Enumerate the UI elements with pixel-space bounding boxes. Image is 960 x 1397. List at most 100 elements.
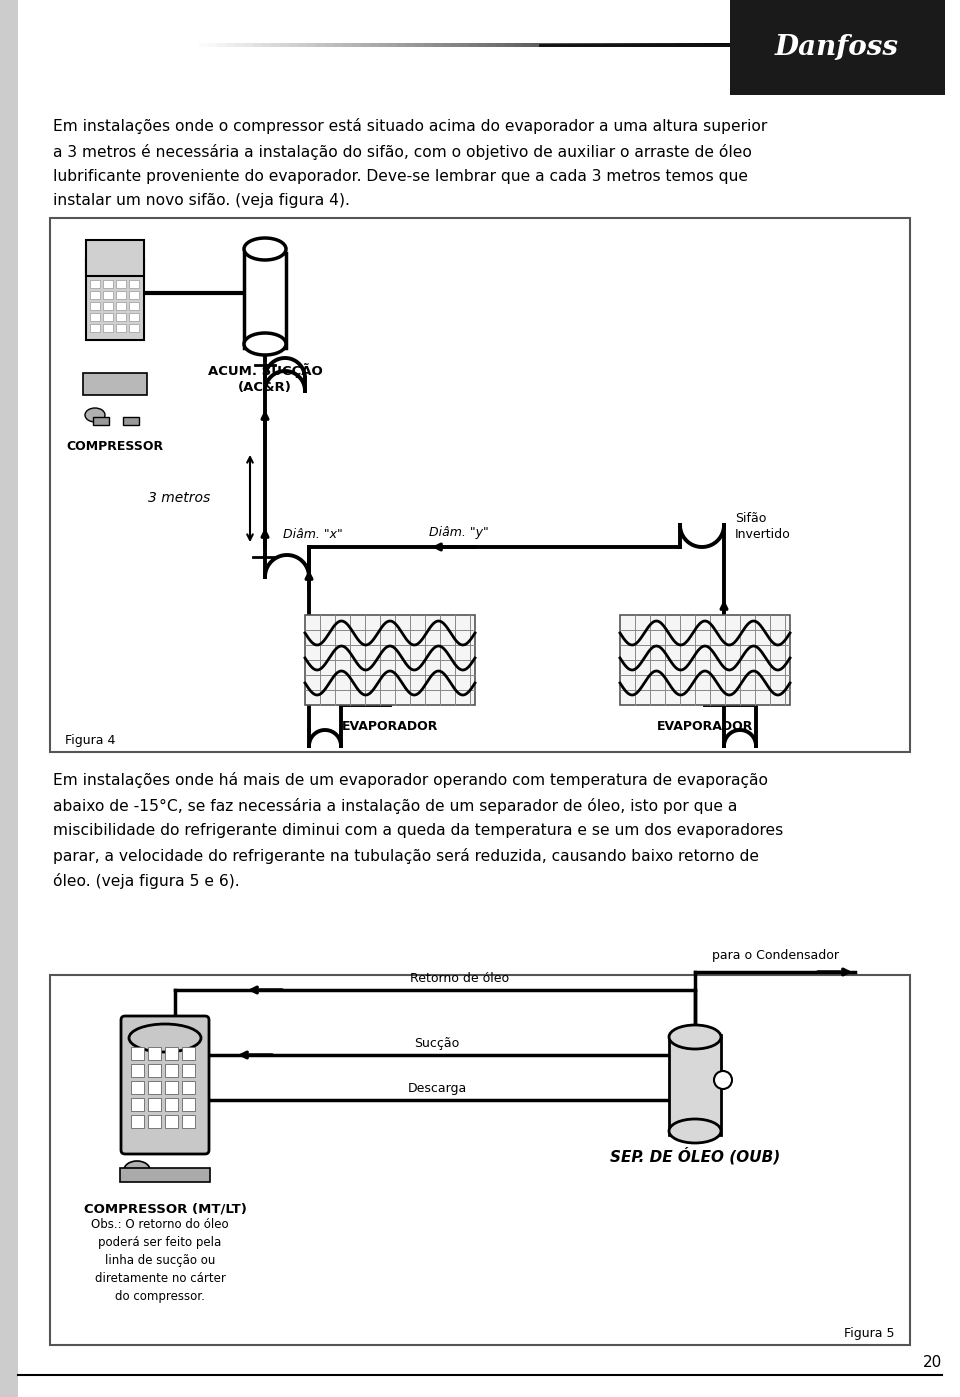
Bar <box>90 313 100 321</box>
Bar <box>165 1065 178 1077</box>
Bar <box>280 43 289 47</box>
Bar <box>148 1098 161 1111</box>
Text: ACUM. SUCÇÃO
(AC&R): ACUM. SUCÇÃO (AC&R) <box>207 363 323 394</box>
Bar <box>90 324 100 332</box>
Text: 3 metros: 3 metros <box>148 490 210 504</box>
Bar <box>460 43 469 47</box>
Bar <box>148 1065 161 1077</box>
Bar <box>148 1046 161 1060</box>
Ellipse shape <box>244 237 286 260</box>
Bar <box>148 1081 161 1094</box>
Bar <box>129 324 139 332</box>
Bar <box>235 43 244 47</box>
Bar <box>129 313 139 321</box>
Bar <box>131 1065 144 1077</box>
Ellipse shape <box>129 1024 201 1052</box>
Ellipse shape <box>669 1119 721 1143</box>
Bar <box>343 43 352 47</box>
Bar <box>442 43 451 47</box>
Ellipse shape <box>124 1161 150 1179</box>
Bar <box>103 279 113 288</box>
Bar <box>165 1098 178 1111</box>
Ellipse shape <box>669 1025 721 1049</box>
Bar <box>703 43 712 47</box>
Bar <box>532 43 541 47</box>
Bar <box>103 313 113 321</box>
Bar <box>669 1035 721 1134</box>
Bar <box>730 0 945 95</box>
Bar <box>568 43 577 47</box>
Bar <box>640 43 649 47</box>
Bar <box>604 43 613 47</box>
Bar <box>406 43 415 47</box>
Bar <box>523 43 532 47</box>
Text: para o Condensador: para o Condensador <box>711 949 838 963</box>
Bar <box>505 43 514 47</box>
Bar <box>103 302 113 310</box>
Text: Descarga: Descarga <box>407 1083 467 1095</box>
Bar <box>478 43 487 47</box>
Bar <box>217 43 226 47</box>
Bar <box>226 43 235 47</box>
Bar <box>129 279 139 288</box>
Bar <box>721 43 730 47</box>
Bar <box>487 43 496 47</box>
Circle shape <box>714 1071 732 1090</box>
Bar <box>190 43 199 47</box>
Bar <box>307 43 316 47</box>
Bar <box>253 43 262 47</box>
Bar <box>559 43 568 47</box>
Text: Sifão
Invertido: Sifão Invertido <box>735 511 791 541</box>
Bar <box>182 1098 195 1111</box>
Bar <box>685 43 694 47</box>
Bar <box>496 43 505 47</box>
Bar <box>262 43 271 47</box>
Bar <box>86 260 144 339</box>
Bar <box>352 43 361 47</box>
Bar <box>361 43 370 47</box>
Bar <box>658 43 667 47</box>
Bar <box>148 1115 161 1127</box>
Bar <box>116 302 126 310</box>
Text: COMPRESSOR (MT/LT): COMPRESSOR (MT/LT) <box>84 1201 247 1215</box>
Ellipse shape <box>244 332 286 355</box>
Bar <box>712 43 721 47</box>
Bar <box>103 324 113 332</box>
Text: Figura 4: Figura 4 <box>65 733 115 747</box>
Text: Diâm. "x": Diâm. "x" <box>283 528 343 542</box>
Bar <box>298 43 307 47</box>
Bar <box>131 1046 144 1060</box>
Bar <box>550 43 559 47</box>
Bar <box>305 615 475 705</box>
Bar <box>469 43 478 47</box>
Bar <box>131 1098 144 1111</box>
Text: Diâm. "y": Diâm. "y" <box>429 527 489 539</box>
Bar <box>397 43 406 47</box>
Bar <box>622 43 631 47</box>
Bar <box>123 416 139 425</box>
Bar <box>415 43 424 47</box>
Bar <box>129 302 139 310</box>
Bar <box>50 975 910 1345</box>
Bar <box>370 43 379 47</box>
FancyBboxPatch shape <box>121 1016 209 1154</box>
Bar <box>120 1168 210 1182</box>
Bar <box>325 43 334 47</box>
Bar <box>424 43 433 47</box>
Bar <box>182 1115 195 1127</box>
Bar <box>131 1081 144 1094</box>
Bar <box>667 43 676 47</box>
Bar <box>0 0 18 1397</box>
Bar <box>131 1115 144 1127</box>
Bar <box>199 43 208 47</box>
Text: Retorno de óleo: Retorno de óleo <box>411 972 510 985</box>
Text: Em instalações onde há mais de um evaporador operando com temperatura de evapora: Em instalações onde há mais de um evapor… <box>53 773 783 890</box>
Text: SEP. DE ÓLEO (OUB): SEP. DE ÓLEO (OUB) <box>610 1147 780 1165</box>
Bar <box>90 291 100 299</box>
Bar <box>388 43 397 47</box>
Bar <box>271 43 280 47</box>
Bar <box>514 43 523 47</box>
Bar <box>165 1046 178 1060</box>
Bar <box>433 43 442 47</box>
Bar <box>620 615 790 705</box>
